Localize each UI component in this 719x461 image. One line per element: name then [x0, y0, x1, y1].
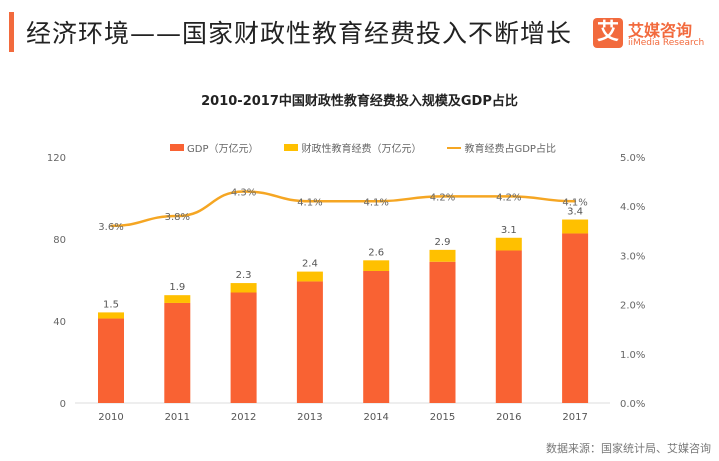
x-tick: 2014	[363, 412, 388, 423]
legend-label: 财政性教育经费（万亿元）	[301, 144, 422, 155]
bar-edu	[429, 249, 456, 262]
bar-edu	[98, 312, 124, 319]
edu-label: 2.4	[302, 259, 318, 270]
bar-edu	[363, 260, 390, 271]
bar-edu	[562, 219, 589, 234]
bar-edu	[296, 271, 323, 282]
ratio-point	[574, 200, 577, 203]
ratio-point	[176, 215, 179, 218]
legend-label: GDP（万亿元）	[187, 144, 259, 155]
x-tick: 2010	[98, 412, 123, 423]
legend-label: 教育经费占GDP占比	[464, 144, 556, 155]
legend-swatch	[284, 144, 299, 151]
y-left-tick: 40	[53, 317, 66, 328]
bar-gdp	[429, 261, 456, 403]
x-tick: 2015	[430, 412, 455, 423]
edu-label: 1.9	[169, 282, 185, 293]
logo-icon: 艾	[593, 18, 623, 48]
logo: 艾 艾媒咨询 iiMedia Research	[593, 18, 711, 52]
y-right-tick: 5.0%	[620, 153, 645, 164]
bar-gdp	[562, 233, 589, 403]
edu-label: 2.6	[368, 247, 384, 258]
y-right-tick: 4.0%	[620, 202, 645, 213]
bar-gdp	[296, 281, 323, 403]
ratio-label: 3.6%	[98, 222, 123, 233]
x-tick: 2012	[231, 412, 256, 423]
ratio-label: 4.1%	[562, 197, 587, 208]
ratio-line	[110, 190, 576, 228]
x-tick: 2017	[562, 412, 587, 423]
legend: GDP（万亿元） 财政性教育经费（万亿元） 教育经费占GDP占比	[170, 140, 556, 155]
ratio-label: 4.2%	[496, 192, 521, 203]
edu-label: 2.9	[435, 237, 451, 248]
y-left-tick: 0	[60, 399, 66, 410]
bar-gdp	[98, 318, 124, 403]
legend-swatch	[447, 146, 462, 149]
y-right-tick: 0.0%	[620, 399, 645, 410]
legend-edu: 财政性教育经费（万亿元）	[284, 140, 421, 155]
x-tick: 2013	[297, 412, 322, 423]
page-title: 经济环境——国家财政性教育经费投入不断增长	[26, 19, 573, 48]
ratio-point	[242, 190, 245, 193]
source-note: 数据来源：国家统计局、艾媒咨询	[546, 442, 711, 455]
bar-gdp	[230, 292, 257, 403]
y-left-tick: 120	[47, 153, 66, 164]
title-accent-bar	[9, 12, 14, 52]
logo-name-en: iiMedia Research	[628, 38, 705, 48]
x-tick: 2011	[165, 412, 190, 423]
y-left-tick: 80	[53, 235, 66, 246]
ratio-point	[441, 195, 444, 198]
bar-gdp	[164, 302, 191, 403]
bar-edu	[164, 295, 191, 303]
chart-title: 2010-2017中国财政性教育经费投入规模及GDP占比	[201, 94, 518, 109]
x-tick: 2016	[496, 412, 521, 423]
bar-gdp	[363, 270, 390, 403]
ratio-label: 3.8%	[165, 212, 190, 223]
edu-label: 3.4	[567, 207, 583, 218]
y-right-tick: 3.0%	[620, 251, 645, 262]
ratio-point	[507, 195, 510, 198]
ratio-point	[308, 200, 311, 203]
legend-ratio: 教育经费占GDP占比	[447, 140, 556, 155]
edu-label: 2.3	[236, 270, 252, 281]
bar-edu	[495, 237, 522, 251]
ratio-label: 4.1%	[363, 197, 388, 208]
edu-label: 3.1	[501, 225, 517, 236]
bar-gdp	[495, 250, 522, 403]
y-right-tick: 1.0%	[620, 350, 645, 361]
edu-label: 1.5	[103, 299, 119, 310]
ratio-label: 4.2%	[430, 192, 455, 203]
legend-swatch	[170, 144, 184, 151]
ratio-point	[110, 224, 112, 227]
y-right-tick: 2.0%	[620, 301, 645, 312]
legend-gdp: GDP（万亿元）	[170, 140, 258, 155]
ratio-label: 4.1%	[297, 197, 322, 208]
bar-edu	[230, 283, 257, 293]
ratio-label: 4.3%	[231, 187, 256, 198]
ratio-point	[375, 200, 378, 203]
logo-name-cn: 艾媒咨询	[628, 21, 693, 40]
